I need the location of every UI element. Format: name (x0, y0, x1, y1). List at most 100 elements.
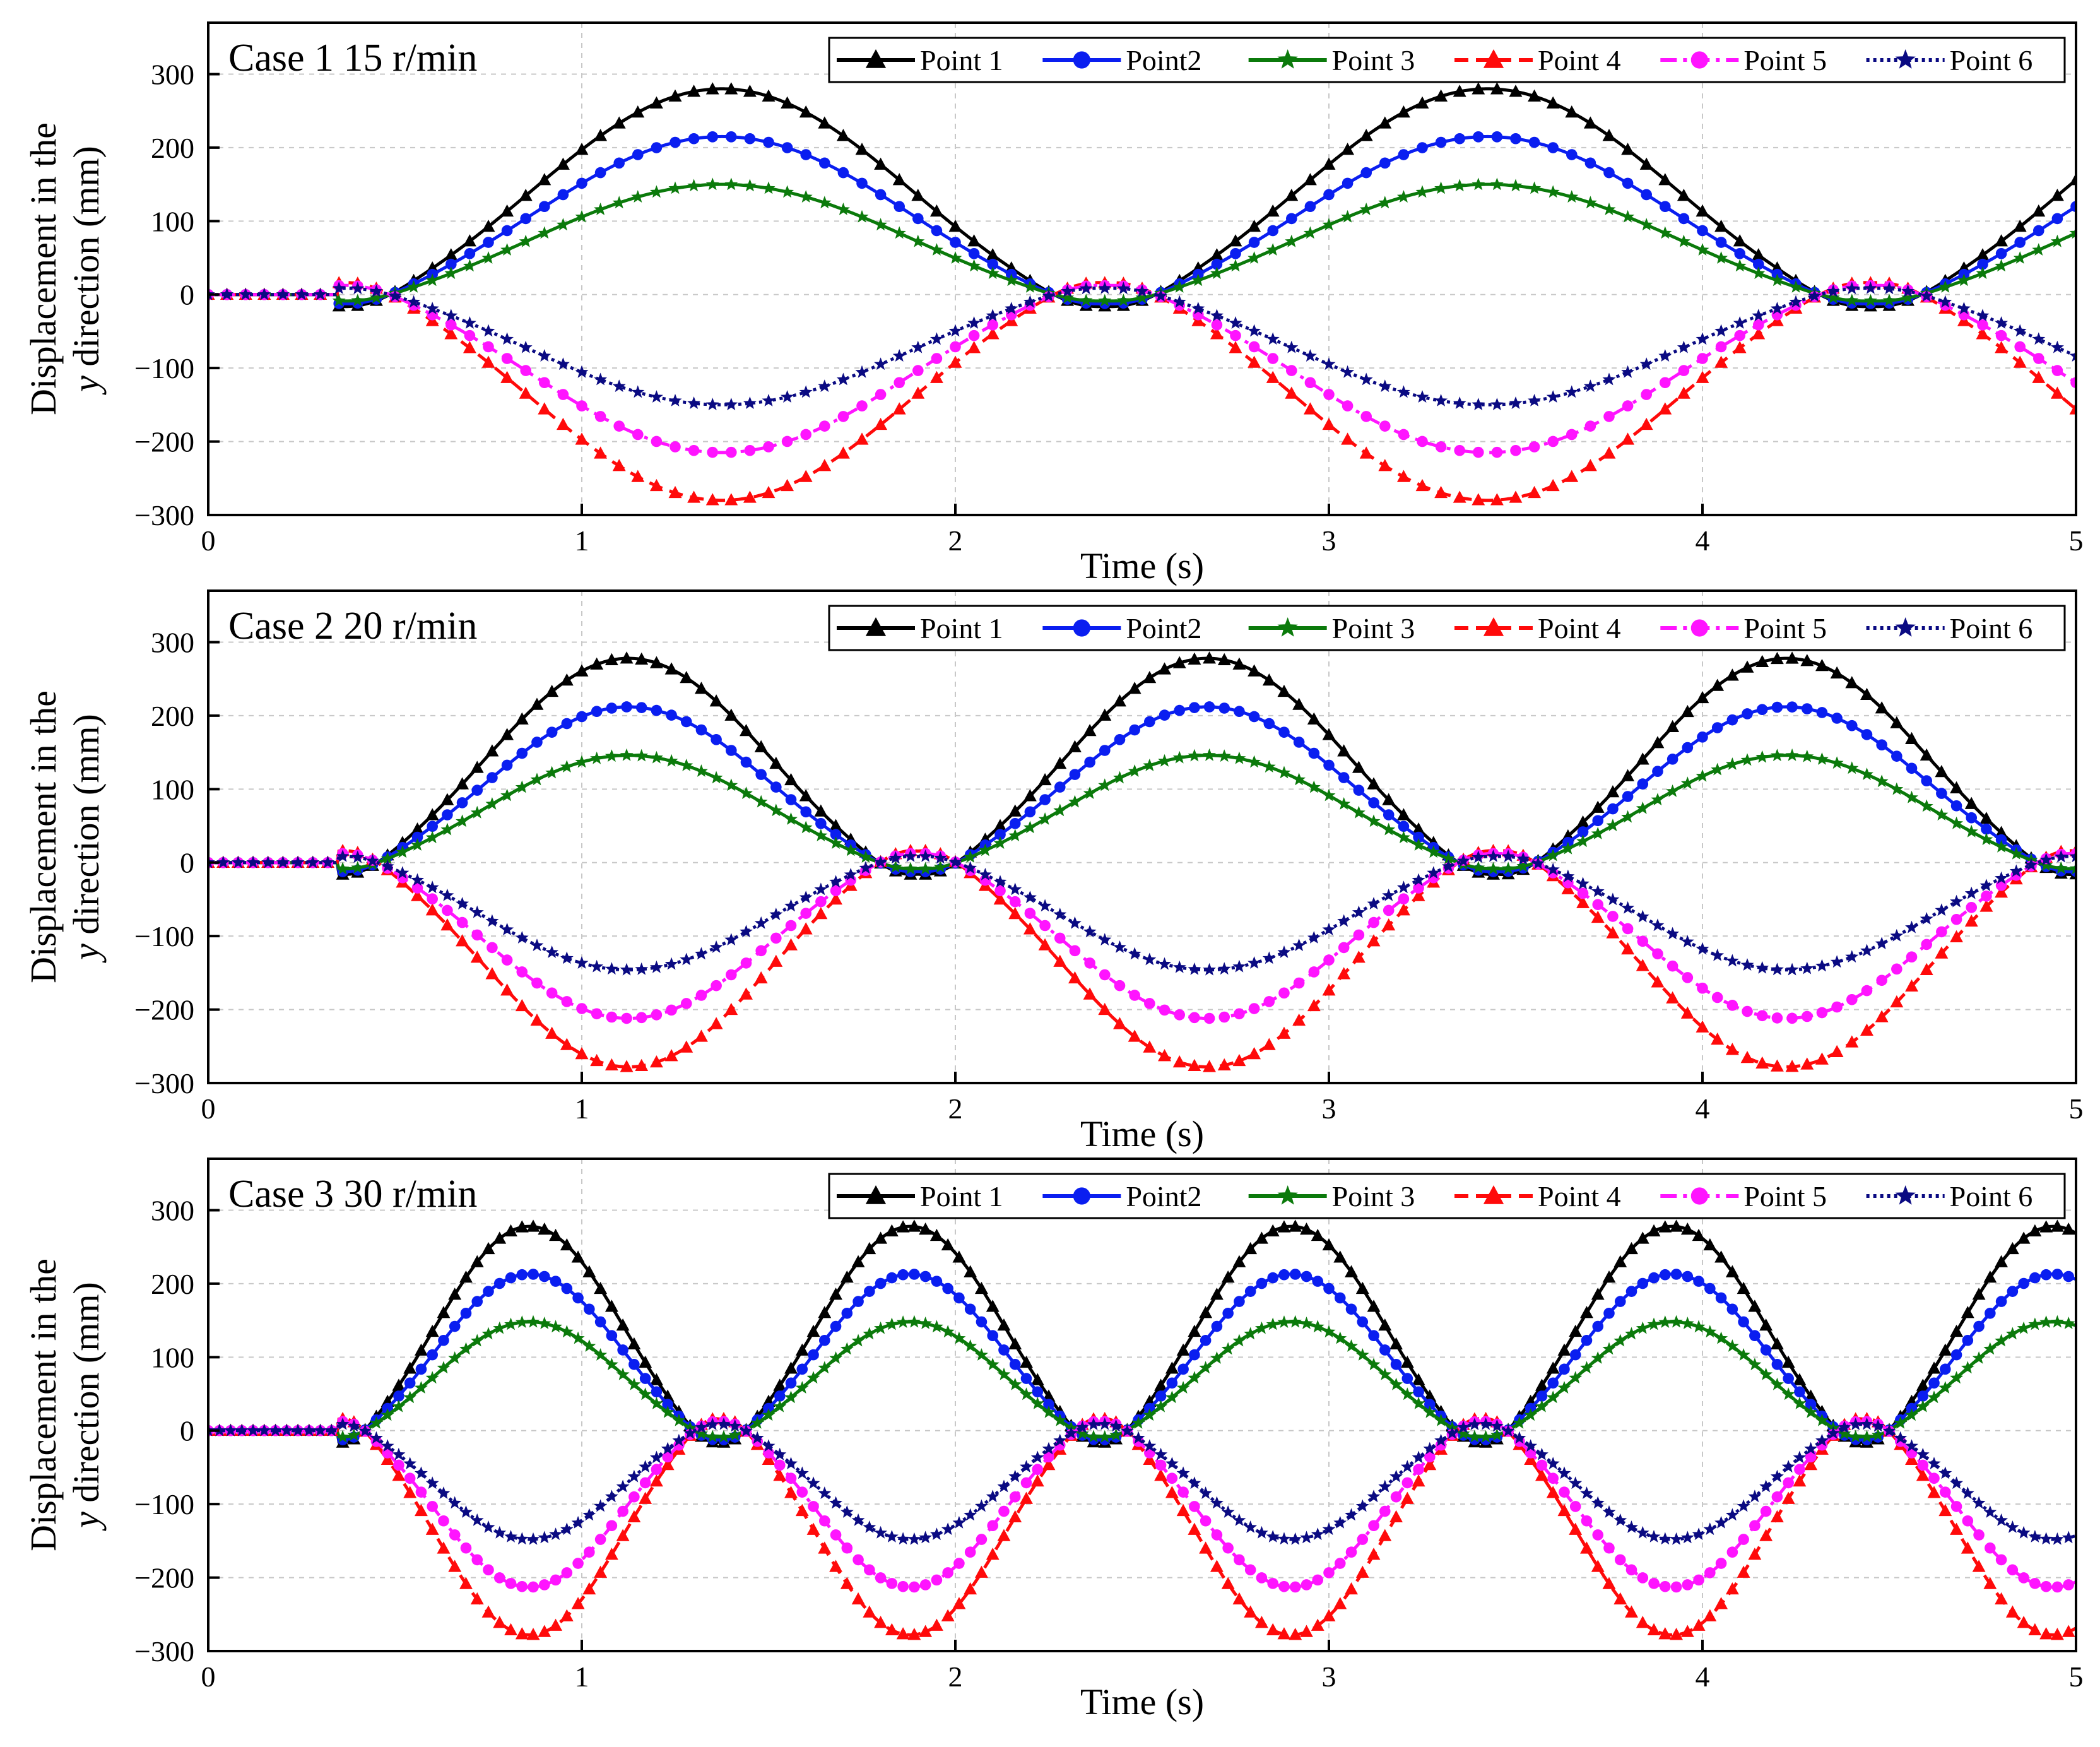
data-point (948, 855, 962, 868)
data-point (829, 819, 843, 831)
data-point (1995, 248, 2007, 259)
data-point (1221, 1342, 1235, 1355)
data-point (1345, 1508, 1358, 1521)
data-point (1670, 1628, 1684, 1640)
data-point (1293, 737, 1305, 748)
data-point (1658, 1315, 1672, 1328)
data-point (470, 1255, 484, 1267)
data-point (2007, 1286, 2019, 1297)
data-point (1303, 349, 1317, 362)
data-point (994, 885, 1006, 897)
data-point (276, 855, 290, 868)
data-point (1580, 1306, 1593, 1318)
data-point (1613, 1255, 1627, 1267)
data-point (1966, 901, 1978, 913)
data-point (1625, 1605, 1638, 1618)
data-point (1985, 1307, 1996, 1319)
legend-frame (828, 1173, 2066, 1219)
data-point (1266, 1530, 1280, 1543)
data-point (666, 1004, 677, 1016)
legend-marker (1483, 617, 1504, 636)
data-point (1636, 752, 1649, 765)
data-point (590, 751, 604, 764)
data-point (1255, 1321, 1268, 1334)
x-tick-label: 1 (575, 1661, 589, 1693)
data-point (501, 954, 513, 966)
data-point (795, 1503, 809, 1517)
data-point (709, 771, 723, 784)
data-point (668, 89, 682, 102)
data-point (1378, 116, 1392, 129)
data-point (781, 185, 794, 198)
data-point (594, 1348, 608, 1361)
data-point (556, 218, 570, 231)
legend-label: Point 4 (1538, 612, 1621, 644)
data-point (1936, 926, 1947, 938)
data-point (1378, 379, 1392, 393)
data-point (1434, 89, 1448, 102)
data-point (481, 324, 495, 337)
y-axis-label-italic: y (66, 1512, 107, 1531)
data-point (978, 843, 992, 856)
data-point (1423, 1405, 1437, 1418)
data-point (774, 1390, 786, 1402)
data-point (2039, 1220, 2053, 1233)
data-point (1303, 226, 1317, 239)
data-point (1353, 929, 1365, 941)
data-point (1696, 1020, 1709, 1033)
data-point (560, 951, 574, 964)
data-point (1759, 1367, 1773, 1380)
data-point (220, 287, 234, 300)
data-point (841, 1542, 853, 1554)
data-point (1711, 762, 1725, 776)
data-point (662, 1451, 673, 1463)
data-point (1602, 1342, 1616, 1355)
data-point (1753, 319, 1764, 331)
data-point (1625, 1520, 1638, 1533)
data-point (560, 1238, 574, 1251)
data-point (1434, 1433, 1448, 1447)
x-tick-label: 5 (2069, 1661, 2084, 1693)
data-point (806, 1324, 820, 1337)
y-tick-label: 0 (180, 1415, 194, 1447)
data-point (784, 812, 798, 825)
data-point (1950, 1522, 1964, 1535)
data-point (1737, 1499, 1750, 1512)
data-point (1602, 1270, 1616, 1283)
data-point (819, 157, 830, 169)
data-point (380, 859, 394, 872)
data-point (1794, 1464, 1805, 1476)
data-point (500, 788, 514, 802)
data-point (1995, 1334, 2009, 1347)
data-point (1733, 341, 1747, 353)
data-point (964, 1265, 977, 1277)
data-point (755, 945, 767, 957)
data-point (1217, 962, 1231, 975)
data-point (726, 131, 737, 143)
data-point (1995, 839, 2009, 853)
data-point (874, 218, 888, 231)
data-point (1020, 1387, 1033, 1401)
legend-label: Point 3 (1332, 612, 1415, 644)
data-point (2050, 1219, 2064, 1232)
data-point (941, 1238, 955, 1251)
data-point (440, 793, 454, 805)
data-point (649, 1474, 663, 1487)
data-point (818, 379, 832, 393)
y-tick-label: −100 (134, 920, 194, 952)
data-point (1008, 1510, 1022, 1522)
x-tick-label: 1 (575, 524, 589, 557)
data-point (571, 1597, 585, 1609)
x-tick-label: 4 (1696, 1093, 1710, 1125)
data-point (1920, 912, 1933, 925)
data-point (620, 748, 634, 761)
data-point (470, 905, 484, 918)
data-point (997, 1318, 1011, 1331)
data-point (1546, 848, 1560, 862)
data-point (941, 1522, 955, 1536)
data-point (1289, 1269, 1301, 1280)
data-point (784, 1486, 798, 1498)
data-point (239, 287, 252, 300)
data-point (1621, 810, 1635, 823)
data-point (1120, 1424, 1134, 1437)
